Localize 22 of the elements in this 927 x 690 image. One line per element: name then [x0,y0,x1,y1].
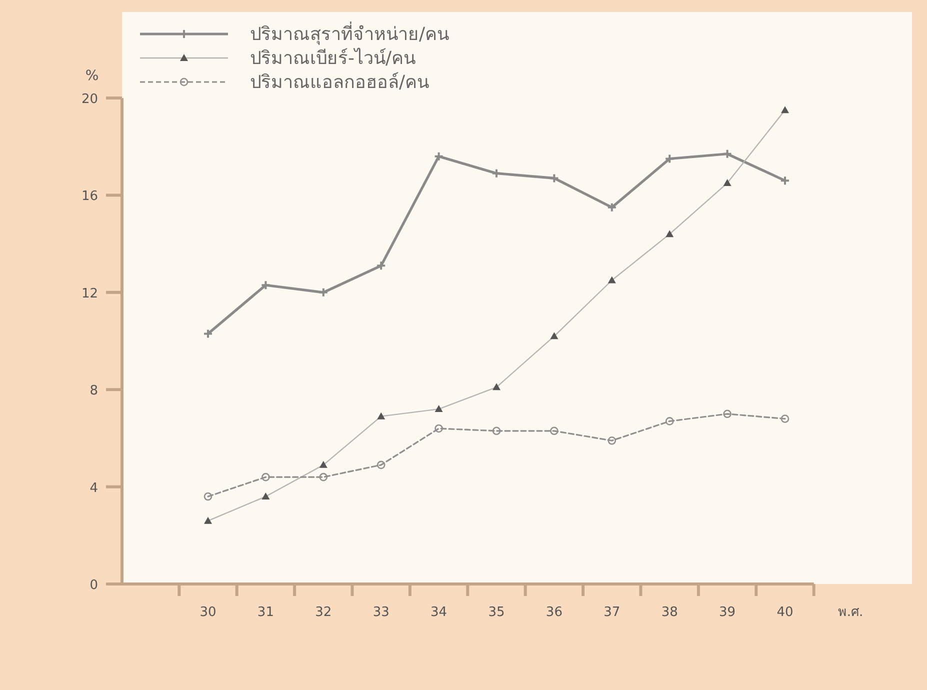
y-tick-label: 4 [90,480,98,496]
x-tick-label: 31 [257,605,274,620]
x-tick-label: 36 [546,605,562,620]
x-axis-title: พ.ศ. [838,605,864,620]
x-tick-label: 34 [430,605,448,620]
legend-label: ปริมาณแอลกอฮอล์/คน [250,72,430,93]
legend-label: ปริมาณเบียร์-ไวน์/คน [250,47,416,69]
x-tick-label: 30 [200,605,216,620]
x-tick-label: 32 [315,605,332,620]
y-tick-label: 12 [81,286,98,302]
x-tick-label: 33 [372,605,390,620]
legend-label: ปริมาณสุราที่จำหน่าย/คน [250,21,450,45]
x-tick-label: 39 [719,605,736,620]
y-tick-label: 8 [90,384,98,399]
y-tick-label: 16 [81,189,98,204]
y-axis-title: % [85,68,99,84]
x-tick-label: 38 [661,605,678,620]
x-tick-label: 40 [776,605,794,620]
y-tick-label: 0 [90,578,98,593]
x-tick-label: 35 [488,605,505,620]
y-tick-label: 20 [81,92,98,107]
x-tick-label: 37 [604,605,620,620]
